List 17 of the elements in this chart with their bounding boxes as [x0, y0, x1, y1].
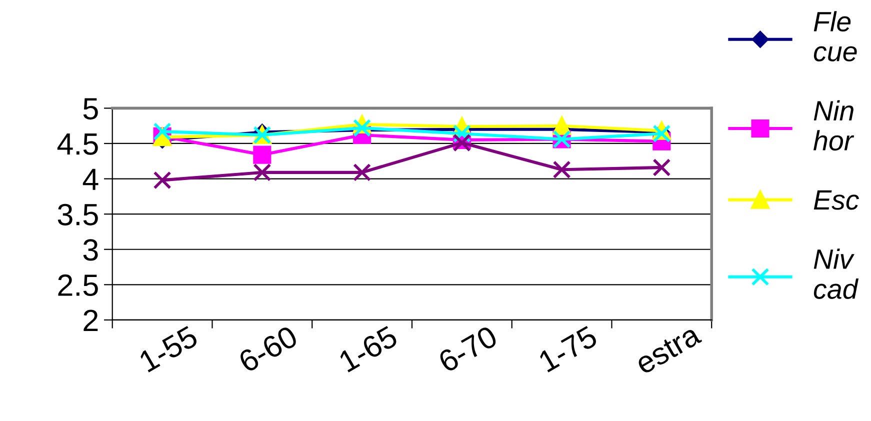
x-tick-label: estra: [634, 324, 702, 375]
y-tick-label: 4: [82, 168, 98, 190]
y-tick-label: 2.5: [58, 274, 98, 296]
x-tick-label: 1-65: [338, 325, 399, 373]
legend-label: Nin hor: [813, 100, 854, 151]
y-tick-label: 3: [83, 239, 98, 261]
legend-label: Niv cad: [814, 248, 859, 299]
y-tick-label: 5: [83, 98, 98, 120]
legend-label: Esc: [814, 190, 860, 210]
x-tick-label: 6-70: [437, 325, 499, 373]
legend-label: Fle cue: [814, 11, 857, 62]
y-tick-label: 4.5: [57, 134, 98, 155]
y-tick-label: 2: [84, 310, 98, 332]
x-tick-label: 1-55: [138, 325, 199, 373]
x-tick-label: 6-60: [237, 325, 299, 373]
y-tick-label: 3.5: [58, 204, 98, 226]
x-tick-label: 1-75: [538, 325, 598, 373]
